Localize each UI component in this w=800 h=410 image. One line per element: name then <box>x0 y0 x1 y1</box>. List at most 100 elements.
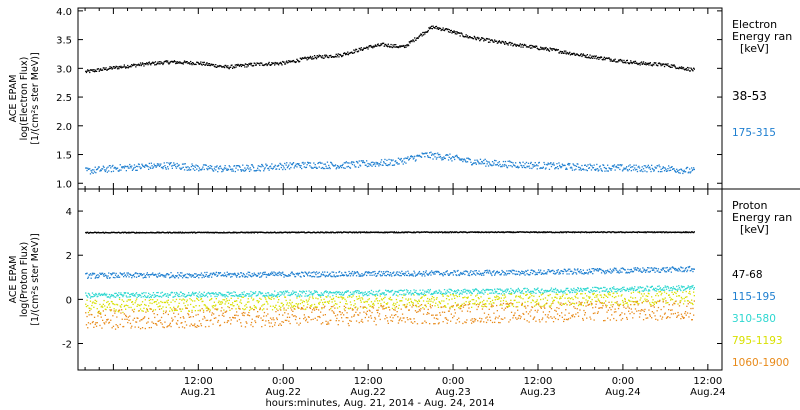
data-point <box>518 45 520 47</box>
data-point <box>248 63 251 65</box>
data-point <box>427 274 429 276</box>
y-tick-label: 2 <box>66 251 72 262</box>
data-point <box>252 165 254 167</box>
data-point <box>460 290 463 292</box>
data-point <box>178 164 180 166</box>
data-point <box>206 62 208 64</box>
data-point <box>680 66 683 68</box>
data-point <box>452 156 454 158</box>
data-point <box>183 295 185 297</box>
data-point <box>670 268 672 270</box>
data-point <box>531 231 533 233</box>
data-point <box>306 164 308 166</box>
data-point <box>322 271 324 273</box>
data-point <box>499 231 501 234</box>
data-point <box>631 270 633 272</box>
data-point <box>691 167 693 169</box>
data-point <box>376 297 378 299</box>
data-point <box>209 273 211 275</box>
data-point <box>627 170 629 172</box>
data-point <box>114 277 116 279</box>
data-point <box>234 67 236 69</box>
data-point <box>612 268 614 271</box>
data-point <box>179 295 181 298</box>
data-point <box>567 52 569 54</box>
data-point <box>549 47 551 49</box>
data-point <box>355 231 358 233</box>
data-point <box>443 231 445 234</box>
data-point <box>224 64 226 67</box>
data-point <box>662 289 664 291</box>
data-point <box>569 231 571 233</box>
data-point <box>542 292 544 294</box>
data-point <box>128 296 130 298</box>
data-point <box>265 273 267 276</box>
data-point <box>663 65 666 68</box>
data-point <box>382 42 384 44</box>
data-point <box>488 269 490 272</box>
data-point <box>119 232 121 234</box>
data-point <box>159 275 161 277</box>
data-point <box>112 67 114 69</box>
data-point <box>238 232 240 234</box>
data-point <box>209 167 211 169</box>
data-point <box>131 231 133 233</box>
data-point <box>217 171 219 173</box>
data-point <box>443 289 446 291</box>
data-point <box>188 169 190 171</box>
data-point <box>168 231 170 234</box>
data-point <box>505 164 507 167</box>
data-point <box>603 270 605 272</box>
data-point <box>310 291 312 293</box>
data-point <box>446 231 448 234</box>
data-point <box>149 166 151 168</box>
data-point <box>143 273 145 275</box>
data-point <box>433 292 435 294</box>
data-point <box>188 62 190 64</box>
data-point <box>542 231 544 233</box>
data-point <box>286 291 288 293</box>
data-point <box>364 164 366 166</box>
data-point <box>100 312 102 314</box>
data-point <box>435 152 437 155</box>
data-point <box>586 165 588 167</box>
data-point <box>538 272 540 274</box>
data-point <box>627 288 629 290</box>
data-point <box>343 231 345 233</box>
data-point <box>277 63 279 65</box>
data-point <box>614 58 616 60</box>
data-point <box>345 291 347 293</box>
data-point <box>674 66 676 68</box>
data-point <box>318 302 320 304</box>
data-point <box>267 231 269 233</box>
data-point <box>652 168 654 170</box>
data-point <box>435 158 438 160</box>
data-point <box>498 231 500 233</box>
data-point <box>668 270 670 272</box>
data-point <box>418 35 421 37</box>
data-point <box>483 159 485 162</box>
data-point <box>601 58 603 61</box>
data-point <box>257 294 259 297</box>
data-point <box>521 270 523 272</box>
data-point <box>549 271 551 273</box>
data-point <box>249 274 251 277</box>
data-point <box>174 300 176 303</box>
data-point <box>349 231 352 233</box>
data-point <box>213 231 215 234</box>
data-point <box>469 231 471 233</box>
data-point <box>136 232 138 234</box>
data-point <box>289 232 291 234</box>
data-point <box>349 301 352 303</box>
data-point <box>414 37 416 39</box>
data-point <box>261 305 263 307</box>
data-point <box>420 156 423 158</box>
data-point <box>486 289 488 291</box>
data-point <box>633 164 635 166</box>
data-point <box>217 301 220 304</box>
data-point <box>487 231 490 233</box>
data-point <box>359 48 361 50</box>
data-point <box>211 168 213 170</box>
data-point <box>349 231 351 233</box>
data-point <box>188 62 190 64</box>
